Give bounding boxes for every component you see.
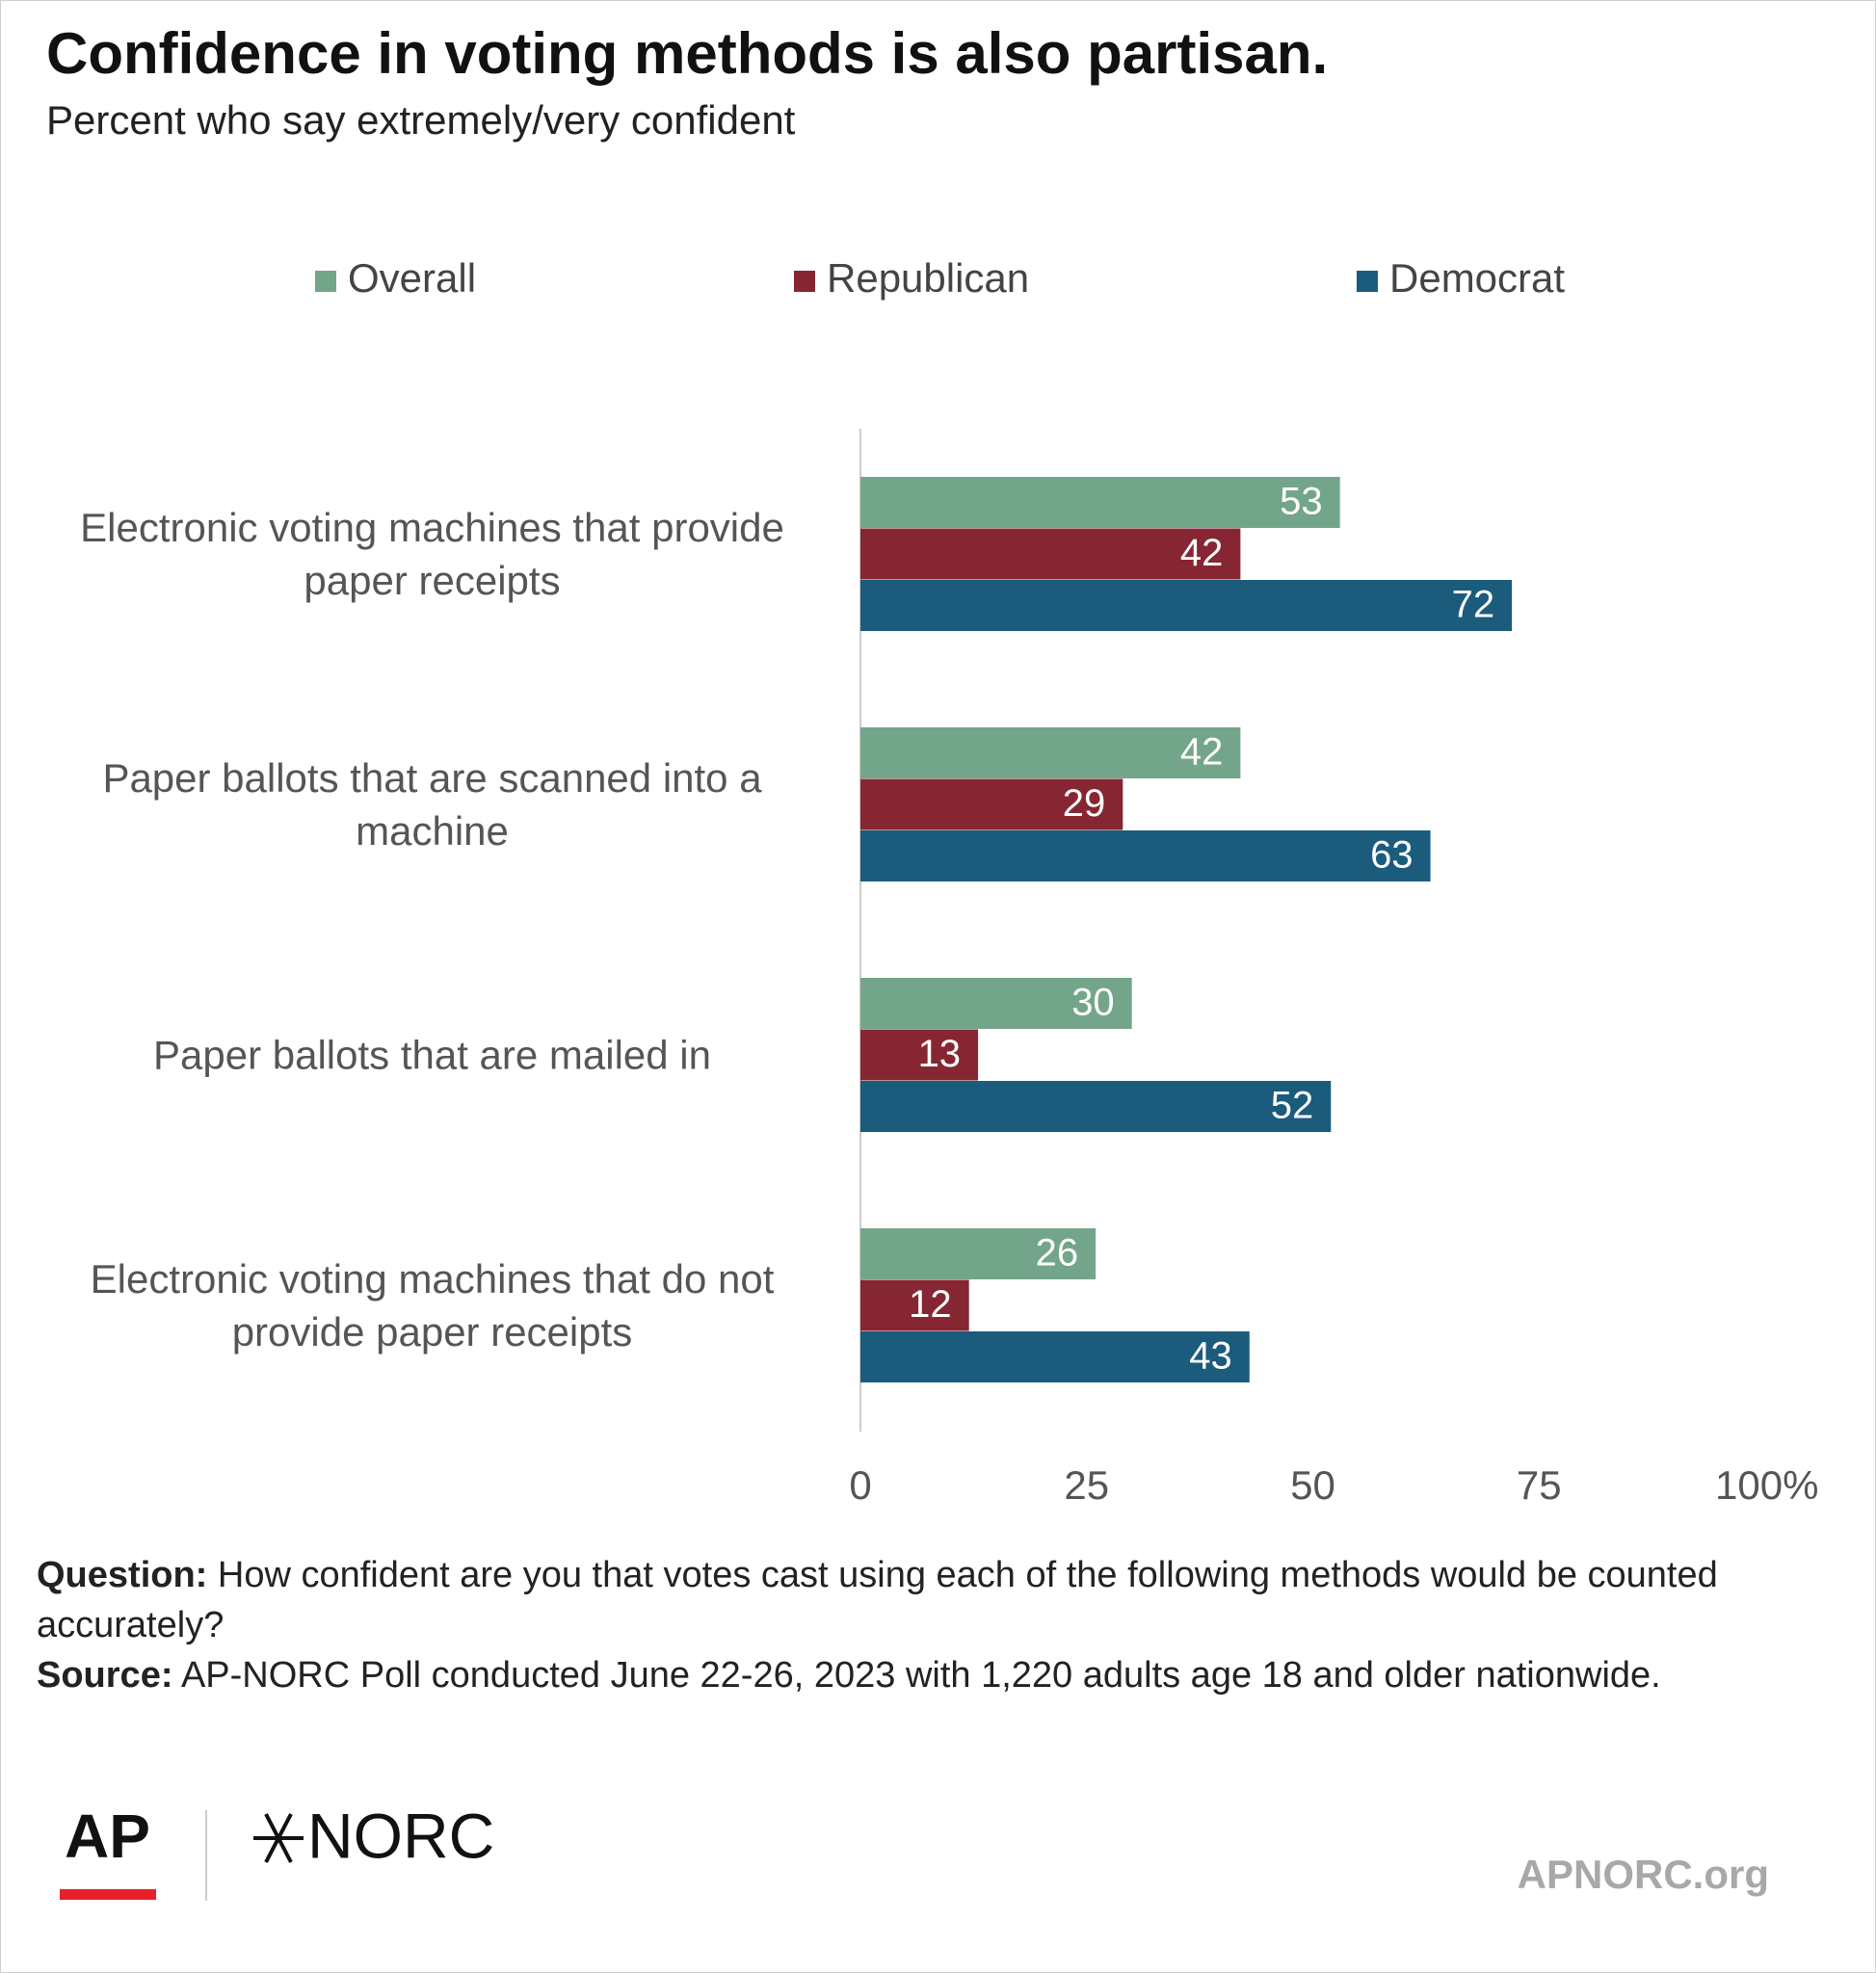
value-label: 13 [918,1033,962,1075]
norc-logo: NORC [307,1800,494,1871]
bar [860,1029,979,1081]
source: AP-NORC Poll conducted June 22-26, 2023 … [180,1655,1661,1696]
value-label: 29 [1063,782,1106,825]
category-label: Paper ballots that are scanned into a ma… [102,755,762,855]
ap-underline [60,1889,156,1900]
norc-star [253,1813,304,1863]
bar [860,580,1513,631]
bar [860,830,1431,881]
bar [860,978,1132,1029]
x-tick-label: 0 [849,1462,871,1508]
bar [860,1228,1097,1279]
value-label: 12 [909,1283,952,1326]
ap-logo: AP [65,1802,150,1871]
question: How confident are you that votes cast us… [37,1555,1718,1645]
x-tick-label: 25 [1064,1462,1109,1508]
value-label: 30 [1071,981,1115,1023]
x-tick-label: 50 [1290,1462,1335,1508]
value-label: 42 [1180,730,1224,773]
legend-swatch [315,271,336,292]
bar [860,1081,1332,1132]
value-label: 63 [1370,833,1414,876]
value-label: 53 [1280,480,1323,522]
value-label: 26 [1036,1231,1079,1274]
value-label: 43 [1189,1334,1232,1377]
footnote: Question: How confident are you that vot… [37,1550,1838,1700]
x-tick-label: 75 [1517,1462,1562,1508]
site-logo: APNORC.org [1518,1852,1769,1897]
legend-swatch [1357,271,1378,292]
x-tick-label: 100% [1715,1462,1818,1508]
source-label: Source: [37,1655,173,1696]
chart-subtitle: Percent who say extremely/very confident [46,97,796,143]
bar [860,1331,1250,1382]
bar [860,477,1340,528]
bar [860,1279,969,1331]
category-label: Electronic voting machines that provide … [80,505,784,604]
bar [860,727,1241,778]
category-label: Electronic voting machines that do not p… [90,1256,775,1355]
bar [860,528,1241,580]
category-label: Paper ballots that are mailed in [153,1032,711,1078]
bar [860,778,1123,830]
legend-label: Overall [348,255,476,301]
legend-swatch [794,271,815,292]
legend-label: Democrat [1389,255,1565,301]
legend-label: Republican [827,255,1029,301]
question-label: Question: [37,1555,208,1595]
value-label: 52 [1271,1084,1314,1126]
chart-title: Confidence in voting methods is also par… [46,21,1328,86]
value-label: 72 [1452,583,1495,625]
value-label: 42 [1180,532,1224,574]
